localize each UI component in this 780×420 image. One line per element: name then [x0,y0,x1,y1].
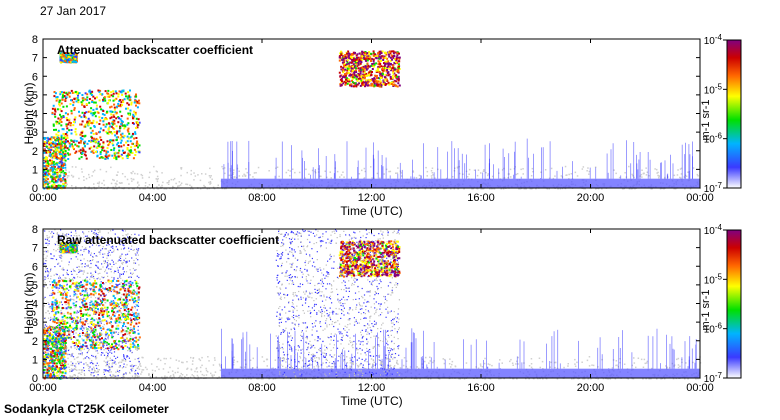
y-tick-label: 6 [32,71,38,83]
x-axis-label: Time (UTC) [340,394,402,408]
colorbar-label: m-1 sr-1 [700,100,712,141]
plot-area [43,229,700,378]
feature-cloud [59,52,78,64]
panel-raw-attenuated-backscatter: 00:00 04:00 08:00 12:00 16:00 20:00 00:0001234… [22,223,742,408]
y-tick-label: 2 [32,336,38,348]
y-tick-label: 3 [32,317,38,329]
y-tick-label: 5 [32,90,38,102]
x-tick-label: 00:00 [686,382,714,394]
colorbar-label: m-1 sr-1 [700,290,712,331]
y-tick-label: 6 [32,261,38,273]
x-axis-label: Time (UTC) [340,204,402,218]
colorbar-tick-label: 10-5 [704,82,723,96]
x-tick-label: 08:00 [248,382,276,394]
x-tick-label: 04:00 [139,192,167,204]
y-tick-label: 0 [32,373,38,385]
x-tick-label: 04:00 [139,382,167,394]
instrument-label: Sodankyla CT25K ceilometer [4,402,169,416]
y-tick-label: 2 [32,146,38,158]
y-tick-label: 4 [32,109,38,121]
x-tick-label: 00:00 [29,192,57,204]
date-label: 27 Jan 2017 [40,4,107,18]
colorbar-tick-label: 10-6 [704,132,723,146]
colorbar-tick-label: 10-4 [704,223,723,237]
y-tick-label: 7 [32,53,38,65]
x-tick-label: 20:00 [577,382,605,394]
x-tick-label: 16:00 [467,192,495,204]
chart-title: Raw attenuated backscatter coefficient [57,233,279,247]
y-tick-label: 8 [32,224,38,236]
colorbar-tick-label: 10-4 [704,33,723,47]
feature-cloud [338,50,401,88]
feature-aerosol [220,138,700,188]
x-tick-label: 08:00 [248,192,276,204]
y-axis-label: Height (km) [22,272,36,334]
chart-title: Attenuated backscatter coefficient [57,43,253,57]
x-tick-label: 12:00 [358,192,386,204]
y-tick-label: 4 [32,299,38,311]
x-tick-label: 20:00 [577,192,605,204]
colorbar-tick-label: 10-7 [704,181,723,195]
y-tick-label: 3 [32,127,38,139]
feature-boundary_layer [43,136,67,190]
colorbar [726,39,742,189]
y-tick-label: 1 [32,354,38,366]
colorbar [726,229,742,379]
colorbar-tick-label: 10-7 [704,371,723,385]
x-tick-label: 00:00 [29,382,57,394]
y-axis-label: Height (km) [22,82,36,144]
feature-cloud [338,240,401,278]
y-tick-label: 8 [32,34,38,46]
colorbar-tick-label: 10-5 [704,272,723,286]
y-tick-label: 1 [32,164,38,176]
y-tick-label: 5 [32,280,38,292]
feature-cloud [59,242,78,254]
x-tick-label: 00:00 [686,192,714,204]
colorbar-tick-label: 10-6 [704,322,723,336]
y-tick-label: 0 [32,183,38,195]
feature-aerosol [220,328,700,378]
panel-attenuated-backscatter: 00:00 04:00 08:00 12:00 16:00 20:00 00:0001234… [22,33,742,218]
x-tick-label: 16:00 [467,382,495,394]
feature-noise [275,229,400,380]
x-tick-label: 12:00 [358,382,386,394]
y-tick-label: 7 [32,243,38,255]
feature-noise [43,229,140,380]
